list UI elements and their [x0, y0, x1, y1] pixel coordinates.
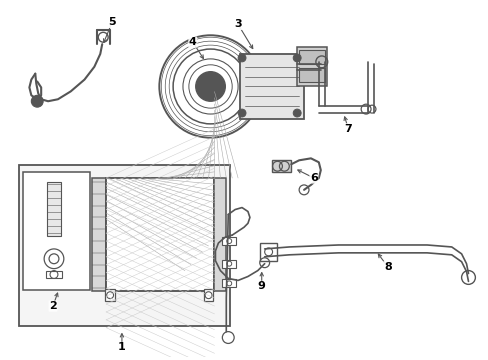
Bar [297, 47, 326, 86]
Bar [222, 279, 236, 287]
Text: 5: 5 [108, 18, 116, 27]
Bar [299, 68, 324, 82]
Bar [259, 243, 277, 261]
Circle shape [238, 109, 245, 117]
Bar [222, 237, 236, 245]
Bar [106, 178, 214, 291]
Text: 9: 9 [257, 281, 265, 291]
Bar [106, 178, 214, 291]
Text: 7: 7 [344, 124, 351, 134]
Circle shape [293, 54, 301, 62]
Bar [203, 289, 213, 301]
Bar [271, 160, 291, 172]
Text: 2: 2 [49, 301, 57, 311]
Circle shape [293, 109, 301, 117]
Text: 1: 1 [118, 342, 125, 352]
Bar [23, 172, 90, 290]
Bar [47, 182, 61, 236]
Text: 3: 3 [234, 19, 242, 30]
Bar [222, 260, 236, 267]
Bar [19, 165, 230, 326]
Circle shape [31, 95, 43, 107]
Bar [240, 54, 304, 119]
Text: 4: 4 [188, 37, 196, 47]
Bar [214, 178, 226, 291]
Text: 6: 6 [309, 173, 317, 183]
Circle shape [195, 72, 225, 101]
Circle shape [202, 78, 218, 94]
Circle shape [238, 54, 245, 62]
Text: 8: 8 [383, 262, 391, 272]
Bar [92, 178, 106, 291]
Bar [105, 289, 115, 301]
Bar [46, 271, 62, 278]
Bar [299, 50, 324, 64]
